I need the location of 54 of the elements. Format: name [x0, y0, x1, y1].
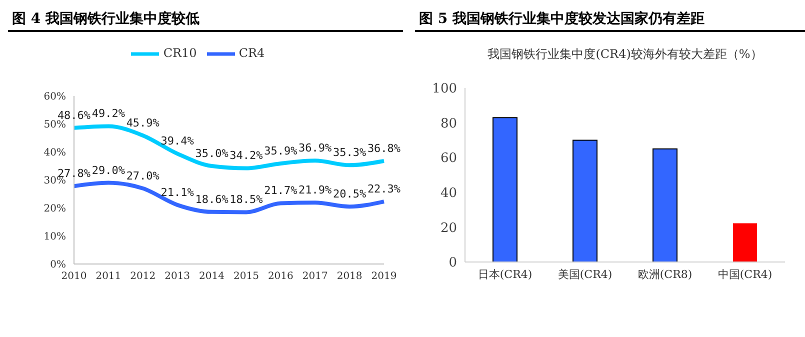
x-tick-label: 2019 — [371, 271, 397, 282]
data-label: 18.6% — [195, 192, 229, 206]
x-tick-label: 中国(CR4) — [718, 268, 772, 281]
data-label: 18.5% — [230, 193, 264, 206]
data-label: 34.2% — [230, 149, 264, 162]
chart-title: 图 4 我国钢铁行业集中度较低 — [8, 8, 403, 32]
x-tick-label: 2017 — [302, 271, 328, 282]
y-tick-label: 40 — [440, 186, 457, 202]
data-label: 39.4% — [160, 134, 194, 148]
y-tick-label: 100 — [432, 82, 457, 97]
data-label: 49.2% — [92, 107, 126, 120]
data-label: 29.0% — [92, 164, 126, 177]
x-tick-label: 2010 — [61, 271, 87, 282]
y-tick-label: 10% — [44, 232, 66, 243]
data-label: 36.9% — [298, 142, 332, 155]
data-label: 20.5% — [332, 188, 366, 201]
y-tick-label: 20 — [440, 220, 457, 236]
legend-label: CR10 — [163, 46, 197, 60]
data-label: 21.7% — [264, 184, 298, 198]
chart-title: 图 5 我国钢铁行业集中度较发达国家仍有差距 — [415, 8, 805, 32]
y-tick-label: 30% — [44, 176, 66, 187]
y-tick-label: 40% — [44, 148, 66, 159]
bar — [492, 117, 518, 262]
x-tick-label: 2011 — [96, 271, 122, 282]
data-label: 21.1% — [160, 186, 194, 199]
y-tick-label: 50% — [44, 120, 66, 131]
data-label: 27.0% — [126, 169, 160, 182]
x-tick-label: 2012 — [130, 271, 156, 282]
data-label: 45.9% — [126, 116, 160, 130]
y-tick-label: 60% — [44, 92, 66, 103]
data-label: 21.9% — [298, 184, 332, 197]
data-label: 35.0% — [195, 147, 229, 160]
bar — [652, 148, 678, 262]
y-tick-label: 0% — [50, 260, 66, 271]
y-tick-label: 60 — [440, 151, 457, 166]
data-label: 36.8% — [367, 142, 401, 155]
x-tick-label: 2016 — [268, 271, 294, 282]
data-label: 35.9% — [264, 144, 298, 158]
x-tick-label: 美国(CR4) — [558, 268, 612, 281]
x-tick-label: 日本(CR4) — [478, 268, 532, 281]
x-tick-label: 2014 — [199, 271, 225, 282]
bar — [733, 223, 757, 262]
data-label: 35.3% — [332, 146, 366, 160]
data-label: 22.3% — [367, 182, 401, 196]
legend-label: CR4 — [238, 46, 265, 60]
bar — [572, 140, 598, 262]
y-tick-label: 20% — [44, 204, 66, 215]
chart-subtitle: 我国钢铁行业集中度(CR4)较海外有较大差距（%） — [486, 46, 764, 63]
x-tick-label: 2013 — [164, 271, 190, 282]
x-tick-label: 欧洲(CR8) — [638, 268, 692, 281]
x-tick-label: 2018 — [336, 271, 362, 282]
y-tick-label: 80 — [440, 116, 457, 132]
y-tick-label: 0 — [448, 256, 457, 271]
x-tick-label: 2015 — [233, 271, 259, 282]
